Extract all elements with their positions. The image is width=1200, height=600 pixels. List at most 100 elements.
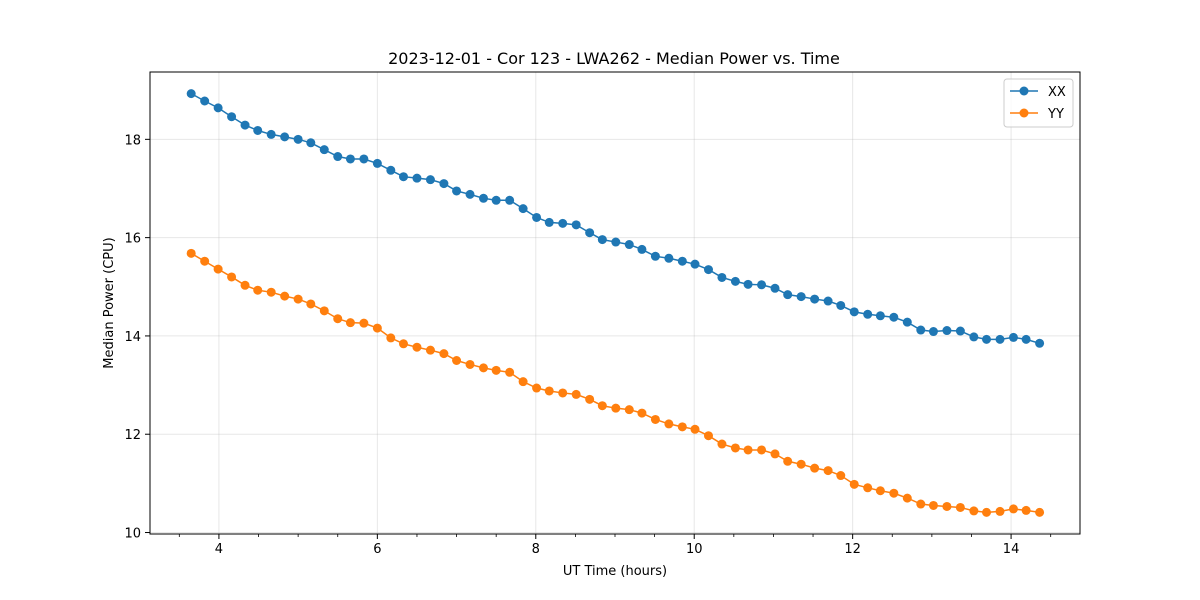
data-point-yy (1021, 505, 1031, 515)
axis-ticks: 4 6 8 10 12 14 10 12 14 16 18 (124, 133, 1052, 557)
legend-marker (1019, 86, 1029, 96)
data-point-yy (969, 506, 979, 516)
x-axis-label: UT Time (hours) (563, 564, 667, 579)
data-point-xx (306, 138, 316, 148)
y-tick-label: 14 (124, 330, 141, 345)
data-point-xx (558, 218, 568, 228)
data-point-yy (717, 439, 727, 449)
data-point-yy (995, 506, 1005, 516)
data-point-xx (319, 145, 329, 155)
data-point-xx (928, 327, 938, 337)
data-point-yy (637, 408, 647, 418)
data-point-yy (597, 401, 607, 411)
data-point-xx (439, 179, 449, 189)
data-point-xx (386, 165, 396, 175)
data-point-xx (796, 292, 806, 302)
data-point-xx (465, 189, 475, 199)
data-point-xx (213, 103, 223, 113)
data-point-xx (491, 195, 501, 205)
data-point-xx (266, 129, 276, 139)
data-point-xx (743, 279, 753, 289)
data-point-xx (227, 112, 237, 122)
data-point-yy (412, 342, 422, 352)
data-point-xx (757, 280, 767, 290)
series (186, 89, 1045, 517)
data-point-yy (902, 493, 912, 503)
y-tick-label: 12 (124, 428, 141, 443)
data-point-xx (452, 186, 462, 196)
data-point-xx (863, 309, 873, 319)
data-point-yy (186, 248, 196, 258)
legend: XX YY (1003, 78, 1074, 128)
data-point-xx (982, 334, 992, 344)
data-point-yy (889, 488, 899, 498)
data-point-xx (677, 256, 687, 266)
data-point-xx (333, 152, 343, 162)
data-point-xx (425, 175, 435, 185)
data-point-xx (836, 300, 846, 310)
data-point-xx (783, 290, 793, 300)
data-point-yy (293, 294, 303, 304)
data-point-yy (849, 479, 859, 489)
data-point-xx (611, 237, 621, 247)
data-point-yy (875, 486, 885, 496)
data-point-xx (240, 120, 250, 130)
y-tick-label: 10 (124, 527, 141, 542)
data-point-yy (359, 318, 369, 328)
data-point-xx (889, 312, 899, 322)
data-point-xx (518, 204, 528, 214)
data-point-yy (690, 424, 700, 434)
data-point-yy (213, 264, 223, 274)
data-point-xx (942, 326, 952, 336)
x-tick-label: 6 (373, 542, 381, 557)
data-point-xx (585, 228, 595, 238)
data-point-xx (730, 276, 740, 286)
data-point-xx (624, 240, 634, 250)
data-point-xx (505, 195, 515, 205)
x-tick-label: 14 (1003, 542, 1020, 557)
data-point-yy (386, 333, 396, 343)
data-point-xx (875, 311, 885, 321)
data-point-yy (730, 443, 740, 453)
data-point-yy (677, 422, 687, 432)
data-point-yy (333, 314, 343, 324)
data-point-yy (571, 389, 581, 399)
data-point-xx (479, 193, 488, 203)
data-point-yy (200, 256, 210, 266)
data-point-yy (372, 323, 382, 333)
data-point-xx (532, 212, 542, 222)
data-point-yy (253, 285, 263, 295)
data-point-yy (425, 345, 435, 355)
data-point-xx (916, 325, 926, 335)
data-point-yy (863, 483, 873, 493)
data-point-xx (359, 154, 369, 164)
data-point-xx (200, 96, 210, 106)
data-point-yy (757, 445, 767, 455)
data-point-xx (398, 172, 408, 182)
data-point-xx (703, 265, 713, 275)
data-point-xx (995, 334, 1005, 344)
data-point-yy (823, 466, 833, 476)
data-point-xx (1008, 332, 1018, 342)
data-point-xx (293, 134, 303, 144)
legend-label: XX (1048, 85, 1066, 100)
data-point-yy (982, 507, 992, 517)
data-point-xx (969, 332, 979, 342)
data-point-xx (544, 217, 554, 227)
y-axis-label: Median Power (CPU) (102, 237, 117, 368)
data-point-xx (690, 259, 700, 269)
data-point-yy (664, 419, 674, 429)
data-point-xx (810, 294, 820, 304)
data-point-xx (345, 154, 355, 164)
data-point-yy (345, 318, 355, 328)
data-point-xx (1021, 334, 1031, 344)
data-point-yy (439, 349, 449, 359)
data-point-xx (637, 244, 647, 254)
data-point-yy (1008, 504, 1018, 514)
data-point-xx (823, 296, 833, 306)
data-point-yy (928, 500, 938, 510)
data-point-xx (571, 220, 581, 230)
data-point-xx (372, 158, 382, 168)
